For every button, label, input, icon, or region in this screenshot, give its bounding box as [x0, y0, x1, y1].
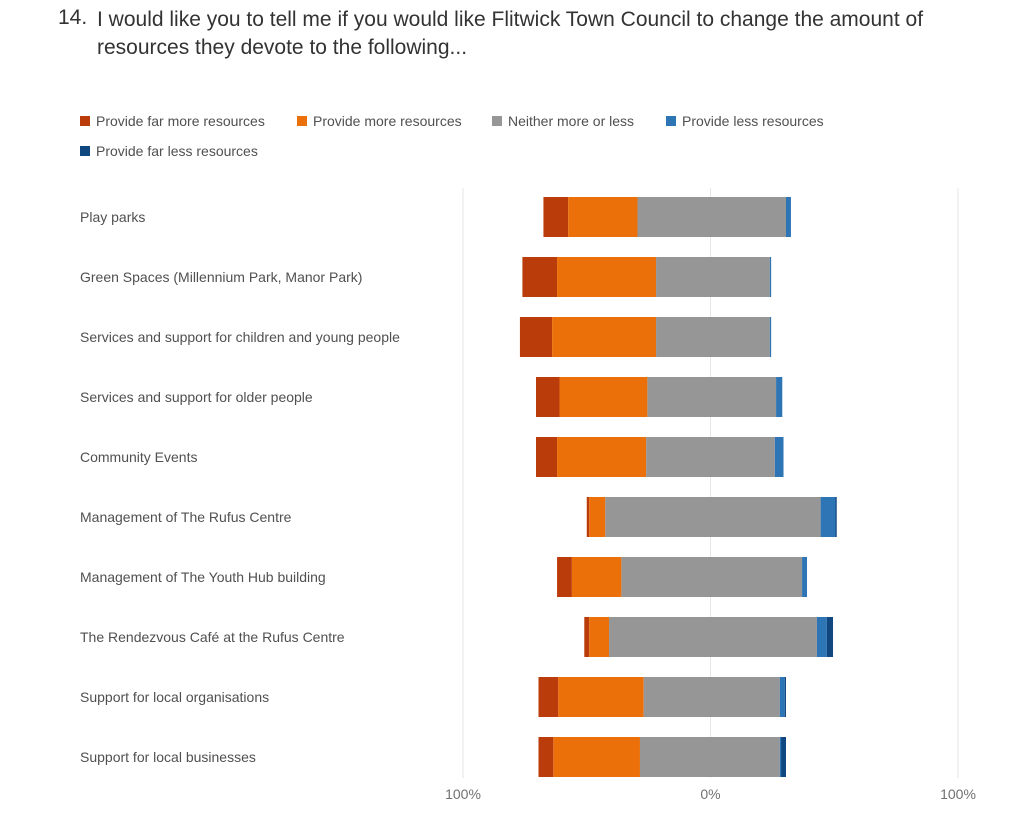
legend-label-far-less: Provide far less resources [96, 143, 258, 159]
legend-label-neither: Neither more or less [508, 113, 635, 129]
bar-support-for-local-businesses-provide-far-more-resources [538, 737, 554, 777]
question-number: 14. [58, 6, 88, 29]
bar-support-for-local-organisations-provide-far-less-resources [784, 677, 786, 717]
bar-services-and-support-for-children-and-young-people-provide-more-resources [552, 317, 657, 357]
legend-item-less: Provide less resources [666, 113, 824, 129]
bar-management-of-the-youth-hub-building-provide-less-resources [802, 557, 808, 597]
bar-management-of-the-youth-hub-building-neither-more-or-less [621, 557, 803, 597]
bar-play-parks-provide-less-resources [785, 197, 791, 237]
bar-services-and-support-for-older-people-provide-more-resources [559, 377, 648, 417]
legend-item-far-less: Provide far less resources [80, 143, 258, 159]
bar-support-for-local-businesses-provide-far-less-resources [781, 737, 786, 777]
bar-management-of-the-rufus-centre-provide-less-resources [820, 497, 836, 537]
legend-swatch-more [297, 116, 307, 126]
category-label-support-for-local-organisations: Support for local organisations [80, 689, 269, 705]
bar-support-for-local-organisations-neither-more-or-less [643, 677, 780, 717]
category-label-management-of-the-youth-hub-building: Management of The Youth Hub building [80, 569, 326, 585]
bar-services-and-support-for-children-and-young-people-provide-less-resources [769, 317, 772, 357]
legend-swatch-far-less [80, 146, 90, 156]
bar-green-spaces-millennium-park-manor-park-neither-more-or-less [656, 257, 770, 297]
category-label-services-and-support-for-children-and-young-people: Services and support for children and yo… [80, 329, 400, 345]
bar-community-events-provide-more-resources [557, 437, 647, 477]
bar-management-of-the-youth-hub-building-provide-more-resources [571, 557, 622, 597]
legend-label-more: Provide more resources [313, 113, 462, 129]
question-text: I would like you to tell me if you would… [97, 8, 924, 59]
category-label-services-and-support-for-older-people: Services and support for older people [80, 389, 313, 405]
bar-support-for-local-businesses-neither-more-or-less [639, 737, 780, 777]
legend-swatch-neither [492, 116, 502, 126]
bar-services-and-support-for-older-people-provide-far-more-resources [536, 377, 560, 417]
category-label-play-parks: Play parks [80, 209, 145, 225]
legend-label-far-more: Provide far more resources [96, 113, 265, 129]
bar-the-rendezvous-caf-at-the-rufus-centre-provide-more-resources [589, 617, 610, 657]
category-label-support-for-local-businesses: Support for local businesses [80, 749, 256, 765]
category-label-management-of-the-rufus-centre: Management of The Rufus Centre [80, 509, 292, 525]
legend-item-far-more: Provide far more resources [80, 113, 265, 129]
bar-community-events-provide-less-resources [774, 437, 784, 477]
bar-support-for-local-organisations-provide-far-more-resources [538, 677, 559, 717]
x-tick-label-2: 100% [940, 786, 976, 802]
bar-green-spaces-millennium-park-manor-park-provide-less-resources [769, 257, 772, 297]
bar-community-events-provide-far-more-resources [536, 437, 558, 477]
legend-label-less: Provide less resources [682, 113, 824, 129]
bar-green-spaces-millennium-park-manor-park-provide-far-more-resources [522, 257, 558, 297]
x-tick-label-1: 0% [700, 786, 720, 802]
legend-swatch-less [666, 116, 676, 126]
bar-the-rendezvous-caf-at-the-rufus-centre-provide-far-more-resources [584, 617, 590, 657]
bar-play-parks-neither-more-or-less [637, 197, 786, 237]
category-label-green-spaces-millennium-park-manor-park: Green Spaces (Millennium Park, Manor Par… [80, 269, 362, 285]
bar-management-of-the-rufus-centre-neither-more-or-less [605, 497, 821, 537]
legend-item-more: Provide more resources [297, 113, 462, 129]
bar-community-events-neither-more-or-less [646, 437, 775, 477]
category-label-community-events: Community Events [80, 449, 197, 465]
bar-play-parks-provide-more-resources [568, 197, 638, 237]
bar-the-rendezvous-caf-at-the-rufus-centre-provide-less-resources [816, 617, 827, 657]
legend-item-neither: Neither more or less [492, 113, 634, 129]
legend-swatch-far-more [80, 116, 90, 126]
bar-green-spaces-millennium-park-manor-park-provide-more-resources [557, 257, 657, 297]
bar-the-rendezvous-caf-at-the-rufus-centre-provide-far-less-resources [826, 617, 834, 657]
bar-support-for-local-organisations-provide-less-resources [779, 677, 785, 717]
bar-management-of-the-rufus-centre-provide-more-resources [589, 497, 606, 537]
bar-management-of-the-youth-hub-building-provide-far-more-resources [557, 557, 572, 597]
category-label-the-rendezvous-caf-at-the-rufus-centre: The Rendezvous Café at the Rufus Centre [80, 629, 345, 645]
bar-play-parks-provide-far-more-resources [543, 197, 569, 237]
bar-management-of-the-rufus-centre-provide-far-more-resources [586, 497, 590, 537]
x-tick-label-0: 100% [445, 786, 481, 802]
bar-the-rendezvous-caf-at-the-rufus-centre-neither-more-or-less [609, 617, 817, 657]
bar-services-and-support-for-older-people-provide-less-resources [776, 377, 783, 417]
bar-support-for-local-businesses-provide-less-resources [779, 737, 782, 777]
bar-management-of-the-rufus-centre-provide-far-less-resources [835, 497, 837, 537]
bar-support-for-local-organisations-provide-more-resources [558, 677, 644, 717]
bar-support-for-local-businesses-provide-more-resources [553, 737, 640, 777]
bar-services-and-support-for-children-and-young-people-provide-far-more-resources [519, 317, 553, 357]
bar-services-and-support-for-children-and-young-people-neither-more-or-less [656, 317, 770, 357]
bar-services-and-support-for-older-people-neither-more-or-less [647, 377, 777, 417]
